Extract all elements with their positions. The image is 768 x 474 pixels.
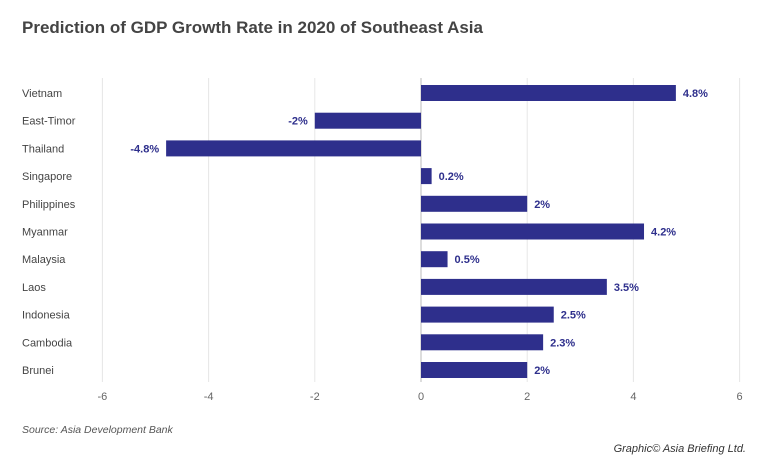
data-label: 3.5% [614, 282, 639, 294]
bar [421, 334, 544, 351]
category-label: Malaysia [22, 254, 66, 266]
bar [166, 140, 421, 157]
data-label: 2% [534, 199, 550, 211]
credit-note: Graphic© Asia Briefing Ltd. [613, 443, 746, 455]
data-label: 0.5% [455, 254, 480, 266]
chart-title: Prediction of GDP Growth Rate in 2020 of… [22, 18, 483, 37]
data-label: 2.5% [561, 310, 586, 322]
category-label: Brunei [22, 365, 54, 377]
category-label: Laos [22, 282, 46, 294]
category-label: Myanmar [22, 227, 68, 239]
x-tick-label: 6 [737, 391, 743, 403]
data-label: -4.8% [130, 143, 159, 155]
data-label: 2.3% [550, 337, 575, 349]
data-label: 0.2% [439, 171, 464, 183]
x-tick-label: 0 [418, 391, 424, 403]
category-label: Thailand [22, 143, 64, 155]
data-label: 4.8% [683, 88, 708, 100]
x-tick-label: -4 [204, 391, 214, 403]
bar [314, 112, 421, 129]
bar [421, 195, 528, 212]
category-label: Cambodia [22, 337, 73, 349]
bar [421, 278, 607, 295]
source-note: Source: Asia Development Bank [22, 424, 173, 436]
category-label: Vietnam [22, 88, 62, 100]
data-label: 2% [534, 365, 550, 377]
category-label: Philippines [22, 199, 76, 211]
x-tick-label: 4 [630, 391, 636, 403]
x-tick-label: -2 [310, 391, 320, 403]
data-label: 4.2% [651, 227, 676, 239]
bar [421, 306, 554, 323]
category-label: Singapore [22, 171, 72, 183]
bar [421, 251, 448, 268]
category-label: Indonesia [22, 310, 71, 322]
category-label: East-Timor [22, 116, 76, 128]
x-tick-label: -6 [98, 391, 108, 403]
bar [421, 168, 432, 185]
bar [421, 362, 528, 378]
x-tick-label: 2 [524, 391, 530, 403]
data-label: -2% [288, 116, 308, 128]
bar [421, 223, 645, 240]
bar [421, 85, 676, 101]
